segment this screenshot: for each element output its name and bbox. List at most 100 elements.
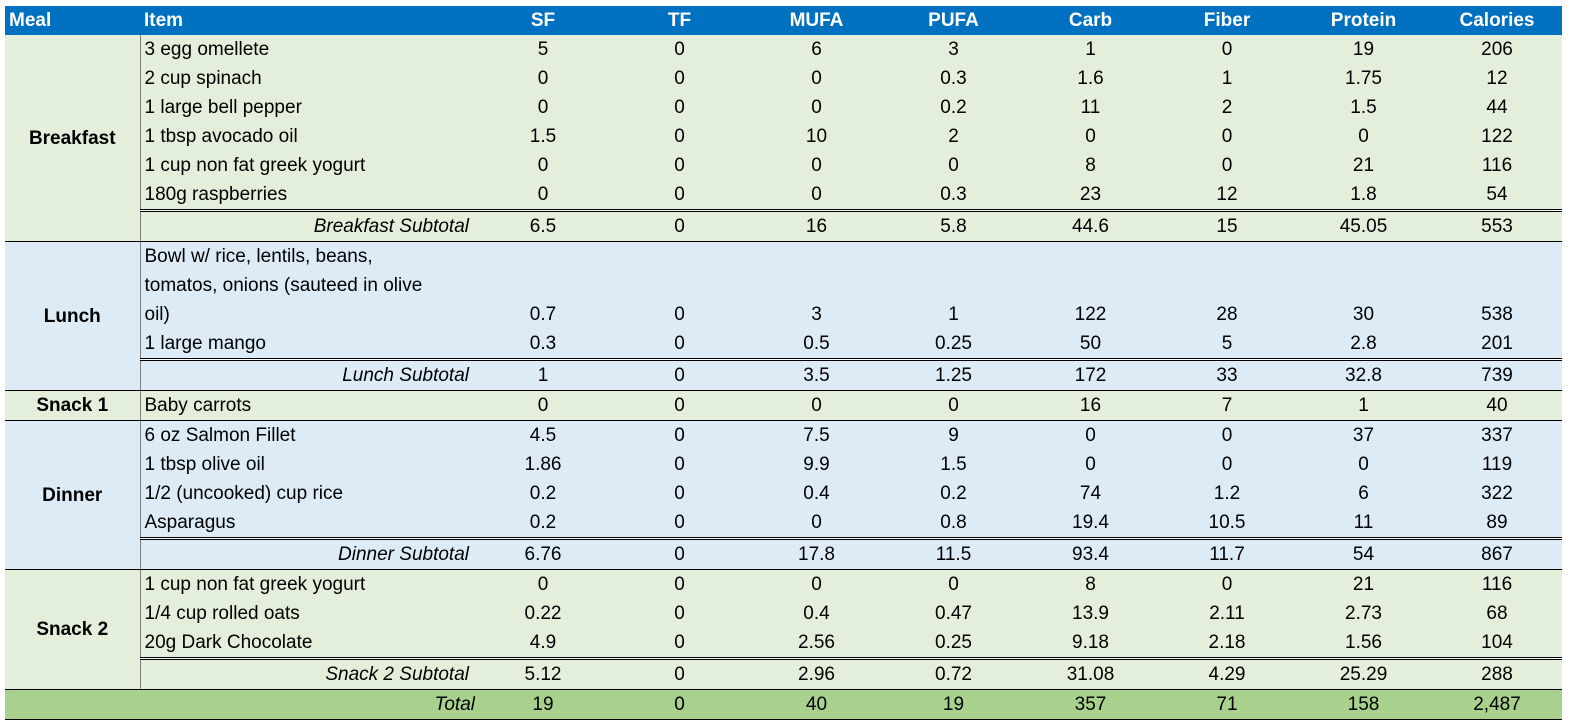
value-cell: 1.75: [1295, 64, 1432, 93]
subtotal-label: Dinner Subtotal: [140, 537, 475, 570]
value-cell: 2.73: [1295, 599, 1432, 628]
total-value: 2,487: [1432, 689, 1562, 720]
value-cell: 0.3: [475, 329, 611, 360]
item-cell: 180g raspberries: [140, 180, 475, 211]
value-cell: 11: [1295, 508, 1432, 539]
value-cell: 2.56: [748, 628, 885, 659]
table-row: Dinner 6 oz Salmon Fillet 4.5 0 7.5 9 0 0 37 337: [5, 420, 1562, 570]
value-cell: 5: [1159, 329, 1295, 360]
subtotal-row: Lunch Subtotal 1 0 3.5 1.25 172 33 32.8 739: [5, 358, 1562, 391]
column-header-calories[interactable]: Calories: [1432, 6, 1562, 35]
value-cell: 28: [1159, 300, 1295, 329]
nutrition-table: Meal Item SF TF MUFA PUFA Carb Fiber Protein Calo…: [5, 6, 1562, 720]
total-value: 19: [885, 689, 1022, 720]
table-row: 1 large mango 0.3 0 0.5 0.25 50 5 2.8 201: [5, 329, 1562, 360]
value-cell: 7: [1159, 390, 1295, 421]
table-row: 1 large bell pepper 0 0 0 0.2 11 2 1.5 44: [5, 93, 1562, 122]
column-header-tf[interactable]: TF: [611, 6, 748, 35]
value-cell: 0: [748, 508, 885, 539]
item-cell: 1 cup non fat greek yogurt: [140, 151, 475, 180]
subtotal-row: Breakfast Subtotal 6.5 0 16 5.8 44.6 15 45.05 55…: [5, 209, 1562, 242]
value-cell: 0: [475, 569, 611, 599]
subtotal-label: Snack 2 Subtotal: [140, 657, 475, 690]
column-header-fiber[interactable]: Fiber: [1159, 6, 1295, 35]
meal-label: Snack 2: [5, 569, 141, 690]
table-row: 1 tbsp olive oil 1.86 0 9.9 1.5 0 0 0 119: [5, 450, 1562, 479]
subtotal-value: 6.76: [475, 537, 611, 570]
value-cell: 0.2: [885, 479, 1022, 508]
total-value: 40: [748, 689, 885, 720]
value-cell: 0.5: [748, 329, 885, 360]
subtotal-value: 5.8: [885, 209, 1022, 242]
value-cell: [1159, 241, 1295, 271]
column-header-pufa[interactable]: PUFA: [885, 6, 1022, 35]
value-cell: [475, 271, 611, 300]
value-cell: 0.25: [885, 628, 1022, 659]
value-cell: 1.86: [475, 450, 611, 479]
subtotal-value: 15: [1159, 209, 1295, 242]
column-header-meal[interactable]: Meal: [5, 6, 140, 35]
value-cell: 4.9: [475, 628, 611, 659]
value-cell: 1.2: [1159, 479, 1295, 508]
column-header-protein[interactable]: Protein: [1295, 6, 1432, 35]
value-cell: 0.3: [885, 64, 1022, 93]
value-cell: 0: [611, 122, 748, 151]
value-cell: 6: [748, 35, 885, 64]
table-row: 1/4 cup rolled oats 0.22 0 0.4 0.47 13.9 2.11 2…: [5, 599, 1562, 628]
value-cell: 0: [748, 64, 885, 93]
value-cell: 3: [748, 300, 885, 329]
column-header-carb[interactable]: Carb: [1022, 6, 1159, 35]
value-cell: 0: [611, 450, 748, 479]
column-header-item[interactable]: Item: [140, 6, 475, 35]
subtotal-value: 11.5: [885, 537, 1022, 570]
value-cell: 0.2: [475, 508, 611, 539]
item-cell: 3 egg omellete: [140, 35, 475, 64]
value-cell: 19.4: [1022, 508, 1159, 539]
value-cell: 0: [475, 64, 611, 93]
value-cell: 1: [1022, 35, 1159, 64]
value-cell: 0: [611, 569, 748, 599]
value-cell: 0: [1159, 569, 1295, 599]
value-cell: 40: [1432, 390, 1562, 421]
subtotal-value: 0.72: [885, 657, 1022, 690]
value-cell: 0: [611, 508, 748, 539]
value-cell: [748, 241, 885, 271]
value-cell: 0.3: [885, 180, 1022, 211]
total-value: 19: [475, 689, 611, 720]
subtotal-value: 5.12: [475, 657, 611, 690]
value-cell: 9.9: [748, 450, 885, 479]
value-cell: 0: [748, 93, 885, 122]
meal-label: Breakfast: [5, 35, 141, 242]
subtotal-value: 33: [1159, 358, 1295, 391]
value-cell: 0: [611, 628, 748, 659]
value-cell: 12: [1432, 64, 1562, 93]
subtotal-row: Snack 2 Subtotal 5.12 0 2.96 0.72 31.08 4.29 25…: [5, 657, 1562, 690]
item-cell: 1 large bell pepper: [140, 93, 475, 122]
item-cell: 1 cup non fat greek yogurt: [140, 569, 475, 599]
value-cell: 0: [611, 390, 748, 421]
value-cell: 19: [1295, 35, 1432, 64]
value-cell: 104: [1432, 628, 1562, 659]
item-cell: 1 large mango: [140, 329, 475, 360]
subtotal-value: 44.6: [1022, 209, 1159, 242]
value-cell: 1.8: [1295, 180, 1432, 211]
subtotal-value: 0: [611, 537, 748, 570]
column-header-mufa[interactable]: MUFA: [748, 6, 885, 35]
subtotal-label: Breakfast Subtotal: [140, 209, 475, 242]
meal-label: Dinner: [5, 420, 141, 570]
value-cell: 7.5: [748, 420, 885, 450]
value-cell: 2.8: [1295, 329, 1432, 360]
value-cell: 0: [1295, 450, 1432, 479]
value-cell: 0: [1022, 450, 1159, 479]
value-cell: 1.6: [1022, 64, 1159, 93]
subtotal-value: 0: [611, 358, 748, 391]
subtotal-value: 31.08: [1022, 657, 1159, 690]
item-cell: oil): [140, 300, 475, 329]
value-cell: 1.5: [1295, 93, 1432, 122]
column-header-sf[interactable]: SF: [475, 6, 611, 35]
value-cell: 0: [611, 300, 748, 329]
value-cell: 50: [1022, 329, 1159, 360]
value-cell: 4.5: [475, 420, 611, 450]
value-cell: [1022, 271, 1159, 300]
subtotal-value: 288: [1432, 657, 1562, 690]
